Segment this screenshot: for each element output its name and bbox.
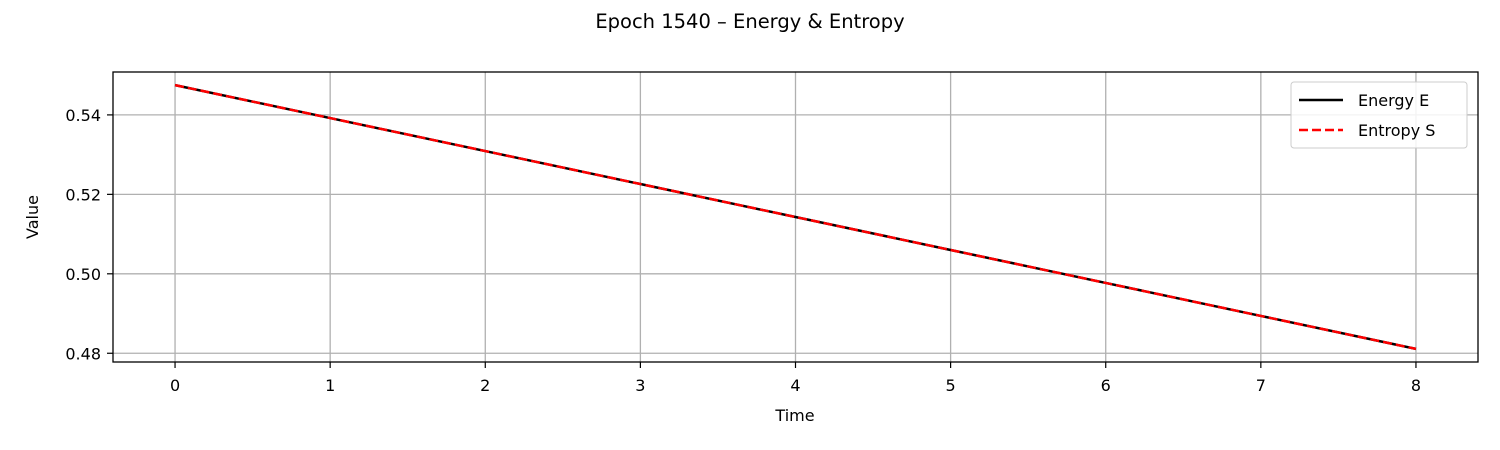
x-axis-ticks: 0 1 2 3 4 5 6 7 8: [170, 362, 1421, 395]
x-tick-label: 1: [325, 376, 335, 395]
x-tick-label: 3: [635, 376, 645, 395]
x-tick-label: 7: [1256, 376, 1266, 395]
x-tick-label: 0: [170, 376, 180, 395]
y-axis-label: Value: [23, 195, 42, 239]
y-tick-label: 0.48: [65, 344, 101, 363]
x-tick-label: 2: [480, 376, 490, 395]
x-axis-label: Time: [774, 406, 814, 425]
legend-label-entropy: Entropy S: [1358, 121, 1435, 140]
legend-box: [1290, 81, 1468, 149]
x-tick-label: 8: [1411, 376, 1421, 395]
y-axis-ticks: 0.48 0.50 0.52 0.54: [65, 106, 113, 363]
y-tick-label: 0.54: [65, 106, 101, 125]
x-tick-label: 5: [946, 376, 956, 395]
x-tick-label: 4: [790, 376, 800, 395]
grid: [113, 72, 1478, 362]
legend-label-energy: Energy E: [1358, 91, 1429, 110]
y-tick-label: 0.52: [65, 185, 101, 204]
legend: Energy E Entropy S: [1290, 81, 1468, 149]
series-layer: [174, 83, 1417, 351]
series-line-entropy-s: [174, 83, 1417, 351]
y-tick-label: 0.50: [65, 265, 101, 284]
x-tick-label: 6: [1101, 376, 1111, 395]
chart-title: Epoch 1540 – Energy & Entropy: [595, 10, 904, 33]
